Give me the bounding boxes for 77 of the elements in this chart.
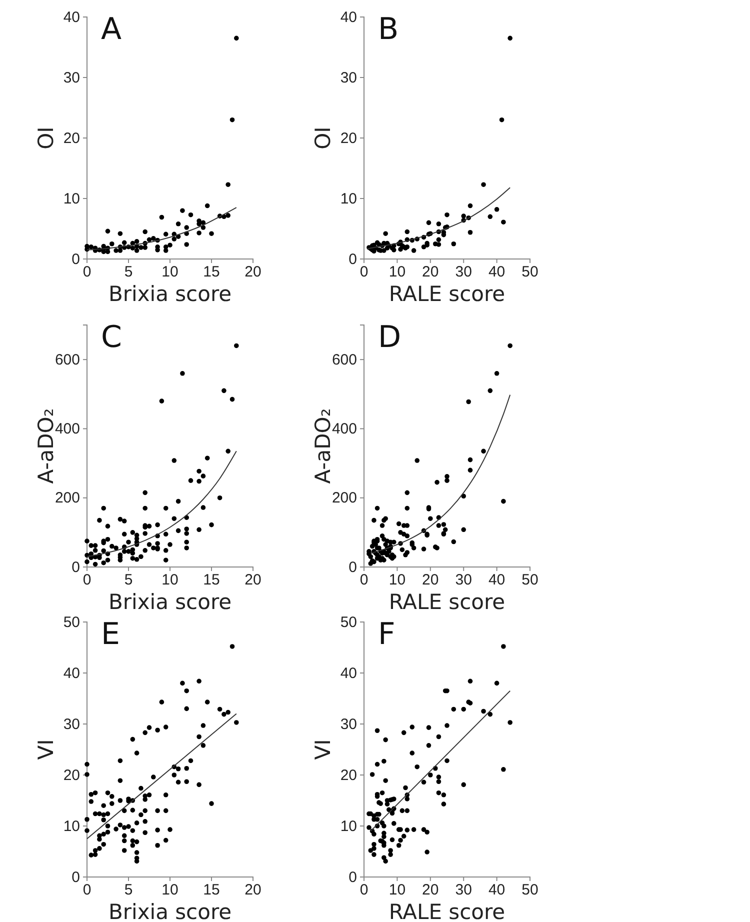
y-tick-label: 40 [63, 8, 80, 26]
x-tick-label: 0 [82, 264, 92, 281]
x-axis-title: Brixia score [108, 282, 232, 306]
y-tick-label: 0 [72, 250, 80, 268]
y-tick-label: 10 [340, 818, 357, 835]
x-tick-label: 10 [162, 264, 178, 281]
y-tick-label: 30 [340, 69, 357, 86]
x-tick-label: 10 [162, 882, 178, 899]
chart-title: A [101, 12, 122, 47]
x-tick-label: 15 [203, 264, 220, 281]
y-axis-title: VI [34, 739, 58, 760]
x-tick-label: 50 [522, 882, 538, 899]
x-tick-label: 10 [388, 572, 406, 589]
y-tick-label: 40 [63, 664, 80, 682]
y-tick-label: 40 [340, 8, 357, 26]
x-tick-label: 40 [488, 572, 506, 589]
y-tick-label: 0 [348, 250, 357, 268]
y-tick-label: 10 [340, 190, 357, 208]
x-tick-label: 50 [522, 572, 538, 589]
y-tick-label: 200 [332, 490, 357, 507]
x-tick-label: 30 [455, 264, 472, 281]
x-tick-label: 30 [455, 572, 472, 589]
x-axis-title: RALE score [388, 590, 506, 614]
y-tick-label: 40 [340, 664, 357, 682]
chart-title: C [101, 320, 122, 355]
y-tick-label: 20 [340, 130, 357, 147]
x-tick-label: 0 [360, 264, 368, 281]
x-tick-label: 0 [360, 882, 368, 899]
x-tick-label: 5 [124, 264, 133, 281]
y-tick-label: 20 [63, 766, 80, 784]
x-tick-label: 10 [162, 572, 178, 589]
x-tick-label: 50 [522, 264, 538, 281]
x-tick-label: 0 [82, 572, 92, 589]
x-tick-label: 5 [124, 882, 133, 899]
x-tick-label: 0 [360, 572, 368, 589]
y-tick-label: 20 [340, 766, 357, 784]
chart-title: F [378, 617, 396, 652]
y-tick-label: 30 [340, 716, 357, 733]
x-tick-label: 30 [455, 882, 472, 899]
x-tick-label: 20 [422, 882, 439, 899]
x-axis-title: Brixia score [108, 900, 232, 922]
y-axis-title: OI [34, 126, 58, 150]
y-tick-label: 30 [63, 716, 80, 733]
y-tick-label: 50 [63, 614, 80, 631]
x-tick-label: 15 [203, 882, 220, 899]
y-tick-label: 0 [348, 558, 357, 576]
x-tick-label: 20 [422, 264, 439, 281]
x-tick-label: 40 [488, 882, 506, 899]
y-tick-label: 10 [63, 190, 80, 208]
y-tick-label: 10 [63, 818, 80, 835]
x-tick-label: 20 [422, 572, 439, 589]
x-tick-label: 0 [82, 882, 92, 899]
x-tick-label: 20 [244, 572, 262, 589]
y-tick-label: 50 [340, 614, 357, 631]
y-tick-label: 600 [54, 351, 80, 368]
x-tick-label: 10 [388, 264, 406, 281]
x-tick-label: 20 [244, 882, 262, 899]
chart-title: D [378, 320, 402, 355]
y-tick-label: 0 [348, 868, 357, 886]
y-axis-title: OI [311, 126, 335, 150]
x-tick-label: 15 [203, 572, 220, 589]
x-axis-title: RALE score [388, 282, 506, 306]
y-tick-label: 600 [332, 351, 357, 368]
y-tick-label: 0 [72, 558, 80, 576]
y-tick-label: 30 [63, 69, 80, 86]
x-tick-label: 5 [124, 572, 133, 589]
x-tick-label: 20 [244, 264, 262, 281]
y-tick-label: 20 [63, 130, 80, 147]
y-tick-label: 200 [54, 490, 80, 507]
chart-title: B [378, 12, 399, 47]
chart-title: E [101, 617, 120, 652]
x-axis-title: RALE score [388, 900, 506, 922]
y-axis-title: VI [311, 739, 335, 760]
x-tick-label: 10 [388, 882, 406, 899]
x-axis-title: Brixia score [108, 590, 232, 614]
x-tick-label: 40 [488, 264, 506, 281]
y-tick-label: 0 [72, 868, 80, 886]
